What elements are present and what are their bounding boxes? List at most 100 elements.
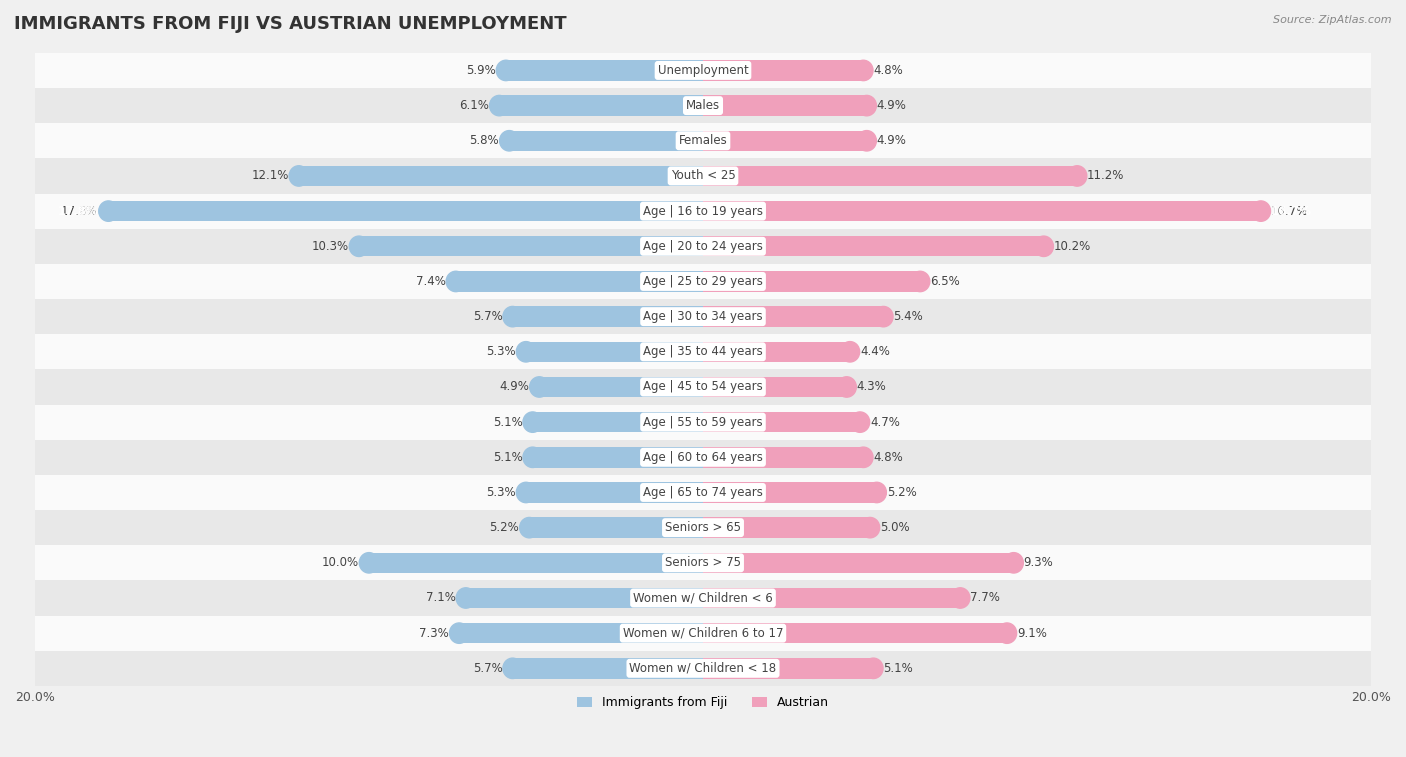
Text: Age | 60 to 64 years: Age | 60 to 64 years bbox=[643, 451, 763, 464]
Text: 5.0%: 5.0% bbox=[880, 521, 910, 534]
Text: 7.4%: 7.4% bbox=[416, 275, 446, 288]
Circle shape bbox=[873, 307, 893, 327]
Bar bbox=[703, 623, 1007, 643]
Text: 5.7%: 5.7% bbox=[472, 662, 502, 674]
Circle shape bbox=[868, 482, 886, 503]
Text: 5.1%: 5.1% bbox=[494, 451, 523, 464]
Bar bbox=[703, 377, 846, 397]
Text: Males: Males bbox=[686, 99, 720, 112]
Legend: Immigrants from Fiji, Austrian: Immigrants from Fiji, Austrian bbox=[572, 691, 834, 715]
Circle shape bbox=[503, 658, 522, 678]
Text: Source: ZipAtlas.com: Source: ZipAtlas.com bbox=[1274, 15, 1392, 25]
Text: 5.1%: 5.1% bbox=[883, 662, 912, 674]
Text: 10.3%: 10.3% bbox=[312, 240, 349, 253]
Text: 5.1%: 5.1% bbox=[494, 416, 523, 428]
Bar bbox=[35, 440, 1371, 475]
Text: Age | 25 to 29 years: Age | 25 to 29 years bbox=[643, 275, 763, 288]
Text: Women w/ Children 6 to 17: Women w/ Children 6 to 17 bbox=[623, 627, 783, 640]
Text: Age | 55 to 59 years: Age | 55 to 59 years bbox=[643, 416, 763, 428]
Text: Youth < 25: Youth < 25 bbox=[671, 170, 735, 182]
Bar bbox=[703, 482, 877, 503]
Bar bbox=[108, 201, 703, 221]
Circle shape bbox=[523, 412, 543, 432]
Circle shape bbox=[858, 130, 876, 151]
Text: 17.8%: 17.8% bbox=[60, 204, 98, 217]
Text: Seniors > 65: Seniors > 65 bbox=[665, 521, 741, 534]
Bar bbox=[703, 587, 960, 608]
Text: 5.2%: 5.2% bbox=[887, 486, 917, 499]
Bar bbox=[35, 545, 1371, 581]
Bar bbox=[703, 271, 920, 291]
Text: Age | 35 to 44 years: Age | 35 to 44 years bbox=[643, 345, 763, 358]
Circle shape bbox=[1033, 236, 1053, 257]
Circle shape bbox=[516, 482, 536, 503]
Bar bbox=[35, 158, 1371, 194]
Text: 10.0%: 10.0% bbox=[322, 556, 359, 569]
Bar bbox=[460, 623, 703, 643]
Circle shape bbox=[516, 341, 536, 362]
Bar bbox=[35, 615, 1371, 651]
Text: 12.1%: 12.1% bbox=[252, 170, 288, 182]
Bar bbox=[35, 88, 1371, 123]
Text: 4.9%: 4.9% bbox=[499, 381, 529, 394]
Text: 16.7%: 16.7% bbox=[1271, 204, 1308, 217]
Bar bbox=[526, 482, 703, 503]
Text: 9.1%: 9.1% bbox=[1017, 627, 1047, 640]
Bar bbox=[513, 658, 703, 678]
Bar bbox=[35, 264, 1371, 299]
Bar bbox=[35, 581, 1371, 615]
Text: Age | 65 to 74 years: Age | 65 to 74 years bbox=[643, 486, 763, 499]
Circle shape bbox=[853, 447, 873, 468]
Text: 4.8%: 4.8% bbox=[873, 451, 903, 464]
Bar bbox=[509, 130, 703, 151]
Bar bbox=[703, 61, 863, 81]
Bar bbox=[35, 299, 1371, 334]
Bar bbox=[35, 369, 1371, 404]
Text: IMMIGRANTS FROM FIJI VS AUSTRIAN UNEMPLOYMENT: IMMIGRANTS FROM FIJI VS AUSTRIAN UNEMPLO… bbox=[14, 15, 567, 33]
Text: Unemployment: Unemployment bbox=[658, 64, 748, 77]
Bar bbox=[703, 553, 1014, 573]
Bar bbox=[35, 334, 1371, 369]
Circle shape bbox=[520, 518, 538, 537]
Text: 11.2%: 11.2% bbox=[1087, 170, 1125, 182]
Text: 4.4%: 4.4% bbox=[860, 345, 890, 358]
Circle shape bbox=[1251, 201, 1271, 221]
Text: Age | 30 to 34 years: Age | 30 to 34 years bbox=[643, 310, 763, 323]
Bar bbox=[35, 404, 1371, 440]
Circle shape bbox=[349, 236, 368, 257]
Bar bbox=[703, 236, 1043, 257]
Bar bbox=[35, 123, 1371, 158]
Circle shape bbox=[863, 658, 883, 678]
Bar bbox=[35, 651, 1371, 686]
Circle shape bbox=[446, 271, 465, 291]
Circle shape bbox=[496, 61, 516, 81]
Text: 9.3%: 9.3% bbox=[1024, 556, 1053, 569]
Bar bbox=[499, 95, 703, 116]
Text: Women w/ Children < 18: Women w/ Children < 18 bbox=[630, 662, 776, 674]
Bar bbox=[703, 341, 851, 362]
Bar bbox=[533, 412, 703, 432]
Bar bbox=[703, 518, 870, 537]
Text: 16.7%: 16.7% bbox=[1271, 204, 1312, 217]
Text: 7.3%: 7.3% bbox=[419, 627, 449, 640]
Bar bbox=[533, 447, 703, 468]
Circle shape bbox=[911, 271, 929, 291]
Text: 5.8%: 5.8% bbox=[470, 134, 499, 148]
Circle shape bbox=[1067, 166, 1087, 186]
Circle shape bbox=[523, 447, 543, 468]
Text: 4.7%: 4.7% bbox=[870, 416, 900, 428]
Bar bbox=[529, 518, 703, 537]
Circle shape bbox=[489, 95, 509, 116]
Bar bbox=[359, 236, 703, 257]
Circle shape bbox=[360, 553, 378, 573]
Circle shape bbox=[450, 623, 468, 643]
Text: 6.1%: 6.1% bbox=[460, 99, 489, 112]
Text: Seniors > 75: Seniors > 75 bbox=[665, 556, 741, 569]
Bar bbox=[506, 61, 703, 81]
Bar bbox=[456, 271, 703, 291]
Bar bbox=[35, 229, 1371, 264]
Text: 10.2%: 10.2% bbox=[1053, 240, 1091, 253]
Bar bbox=[35, 510, 1371, 545]
Bar bbox=[368, 553, 703, 573]
Circle shape bbox=[290, 166, 308, 186]
